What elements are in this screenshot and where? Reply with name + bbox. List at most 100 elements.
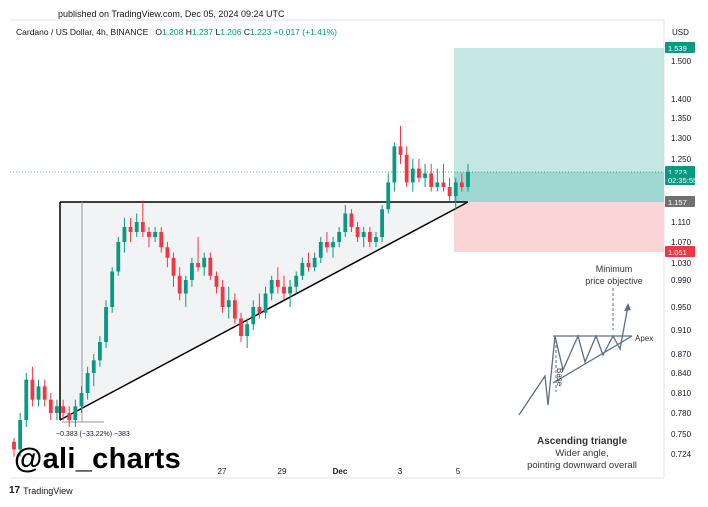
candle-body[interactable] [73,406,78,420]
candle-body[interactable] [263,293,268,313]
candle-body[interactable] [355,227,360,237]
candle-body[interactable] [288,286,292,294]
candle-body[interactable] [257,307,262,313]
candle-body[interactable] [374,237,378,242]
candle-body[interactable] [324,242,329,248]
candle-body[interactable] [110,271,115,308]
candle-body[interactable] [251,307,256,325]
candle-body[interactable] [165,247,170,258]
candle-body[interactable] [79,393,84,407]
price-label-box [665,196,695,207]
candle-body[interactable] [435,182,440,187]
candle-body[interactable] [417,168,421,178]
price-axis-tick: 0.724 [671,450,692,459]
candle-body[interactable] [140,222,145,232]
published-caption: published on TradingView.com, Dec 05, 20… [58,9,285,19]
candle-body[interactable] [232,300,237,319]
candle-body[interactable] [116,242,121,272]
candle-body[interactable] [466,172,470,187]
candle-body[interactable] [398,146,403,155]
candle-body[interactable] [349,213,354,227]
candle-body[interactable] [202,257,207,268]
price-label-box [665,174,695,186]
candle-body[interactable] [128,227,133,232]
position-profit-zone [454,172,664,202]
candle-body[interactable] [269,280,274,294]
candle-body[interactable] [392,146,397,183]
price-axis-tick: 0.810 [671,389,692,398]
candle-body[interactable] [447,187,452,197]
candle-body[interactable] [12,441,16,450]
candle-body[interactable] [36,386,41,400]
candle-body[interactable] [294,275,299,287]
candle-body[interactable] [177,275,182,294]
candle-body[interactable] [423,173,427,178]
candle-body[interactable] [122,227,127,242]
candle-body[interactable] [331,242,335,248]
candle-body[interactable] [196,263,200,268]
candle-body[interactable] [386,182,391,210]
candle-body[interactable] [48,399,53,413]
candle-body[interactable] [153,232,158,237]
candle-body[interactable] [306,263,311,268]
candle-body[interactable] [91,360,96,373]
price-axis-tick: 1.350 [671,114,692,123]
candle-body[interactable] [361,232,366,237]
price-axis-tick: 0.910 [671,326,692,335]
author-watermark: @ali_charts [14,443,181,475]
currency-label[interactable]: USD [672,28,689,37]
symbol-title[interactable]: Cardano / US Dollar, 4h, BINANCE [16,27,149,37]
tradingview-logo[interactable]: 17 TradingView [9,485,73,496]
candle-body[interactable] [226,300,231,307]
candle-body[interactable] [220,286,225,307]
candle-body[interactable] [159,232,164,248]
price-axis-tick: 0.750 [671,430,692,439]
price-axis-tick: 0.840 [671,369,692,378]
candle-body[interactable] [239,318,243,337]
candle-body[interactable] [453,182,458,197]
candle-body[interactable] [300,263,305,276]
inset-apex-label: Apex [635,334,653,343]
candle-body[interactable] [282,286,286,294]
stop-zone[interactable] [454,202,664,252]
candle-body[interactable] [429,173,434,187]
candle-body[interactable] [318,242,323,258]
candle-body[interactable] [97,342,102,361]
candle-body[interactable] [214,275,219,287]
inset-arrow-icon [624,303,631,311]
price-axis-tick: 0.990 [671,276,692,285]
candle-body[interactable] [380,209,385,237]
candle-body[interactable] [147,232,151,237]
candle-body[interactable] [18,420,23,450]
candle-body[interactable] [42,386,47,400]
candle-body[interactable] [312,257,317,268]
candle-body[interactable] [343,213,348,232]
candle-body[interactable] [275,280,280,287]
candle-body[interactable] [85,373,90,393]
time-axis-tick: 29 [278,467,287,476]
low-label: L [215,27,221,37]
candle-body[interactable] [30,379,35,400]
candle-body[interactable] [441,182,446,187]
candle-body[interactable] [208,257,213,276]
candle-body[interactable] [171,257,176,276]
candle-body[interactable] [190,263,194,280]
price-label-text: 02:35:55 [668,176,697,185]
candle-body[interactable] [55,406,59,413]
price-label-text: 1.223 [668,168,687,177]
candle-body[interactable] [104,307,108,342]
price-axis-tick: 0.870 [671,350,692,359]
candle-body[interactable] [404,154,409,183]
candle-body[interactable] [367,232,372,242]
candle-body[interactable] [24,379,29,420]
candle-body[interactable] [67,413,72,420]
candle-body[interactable] [134,222,139,232]
candle-body[interactable] [183,280,188,294]
candle-body[interactable] [61,406,65,413]
inset-note-minimum: Minimum [596,264,633,274]
candle-body[interactable] [410,168,415,183]
candle-body[interactable] [337,232,342,242]
candle-body[interactable] [245,324,250,336]
candle-body[interactable] [459,182,464,187]
